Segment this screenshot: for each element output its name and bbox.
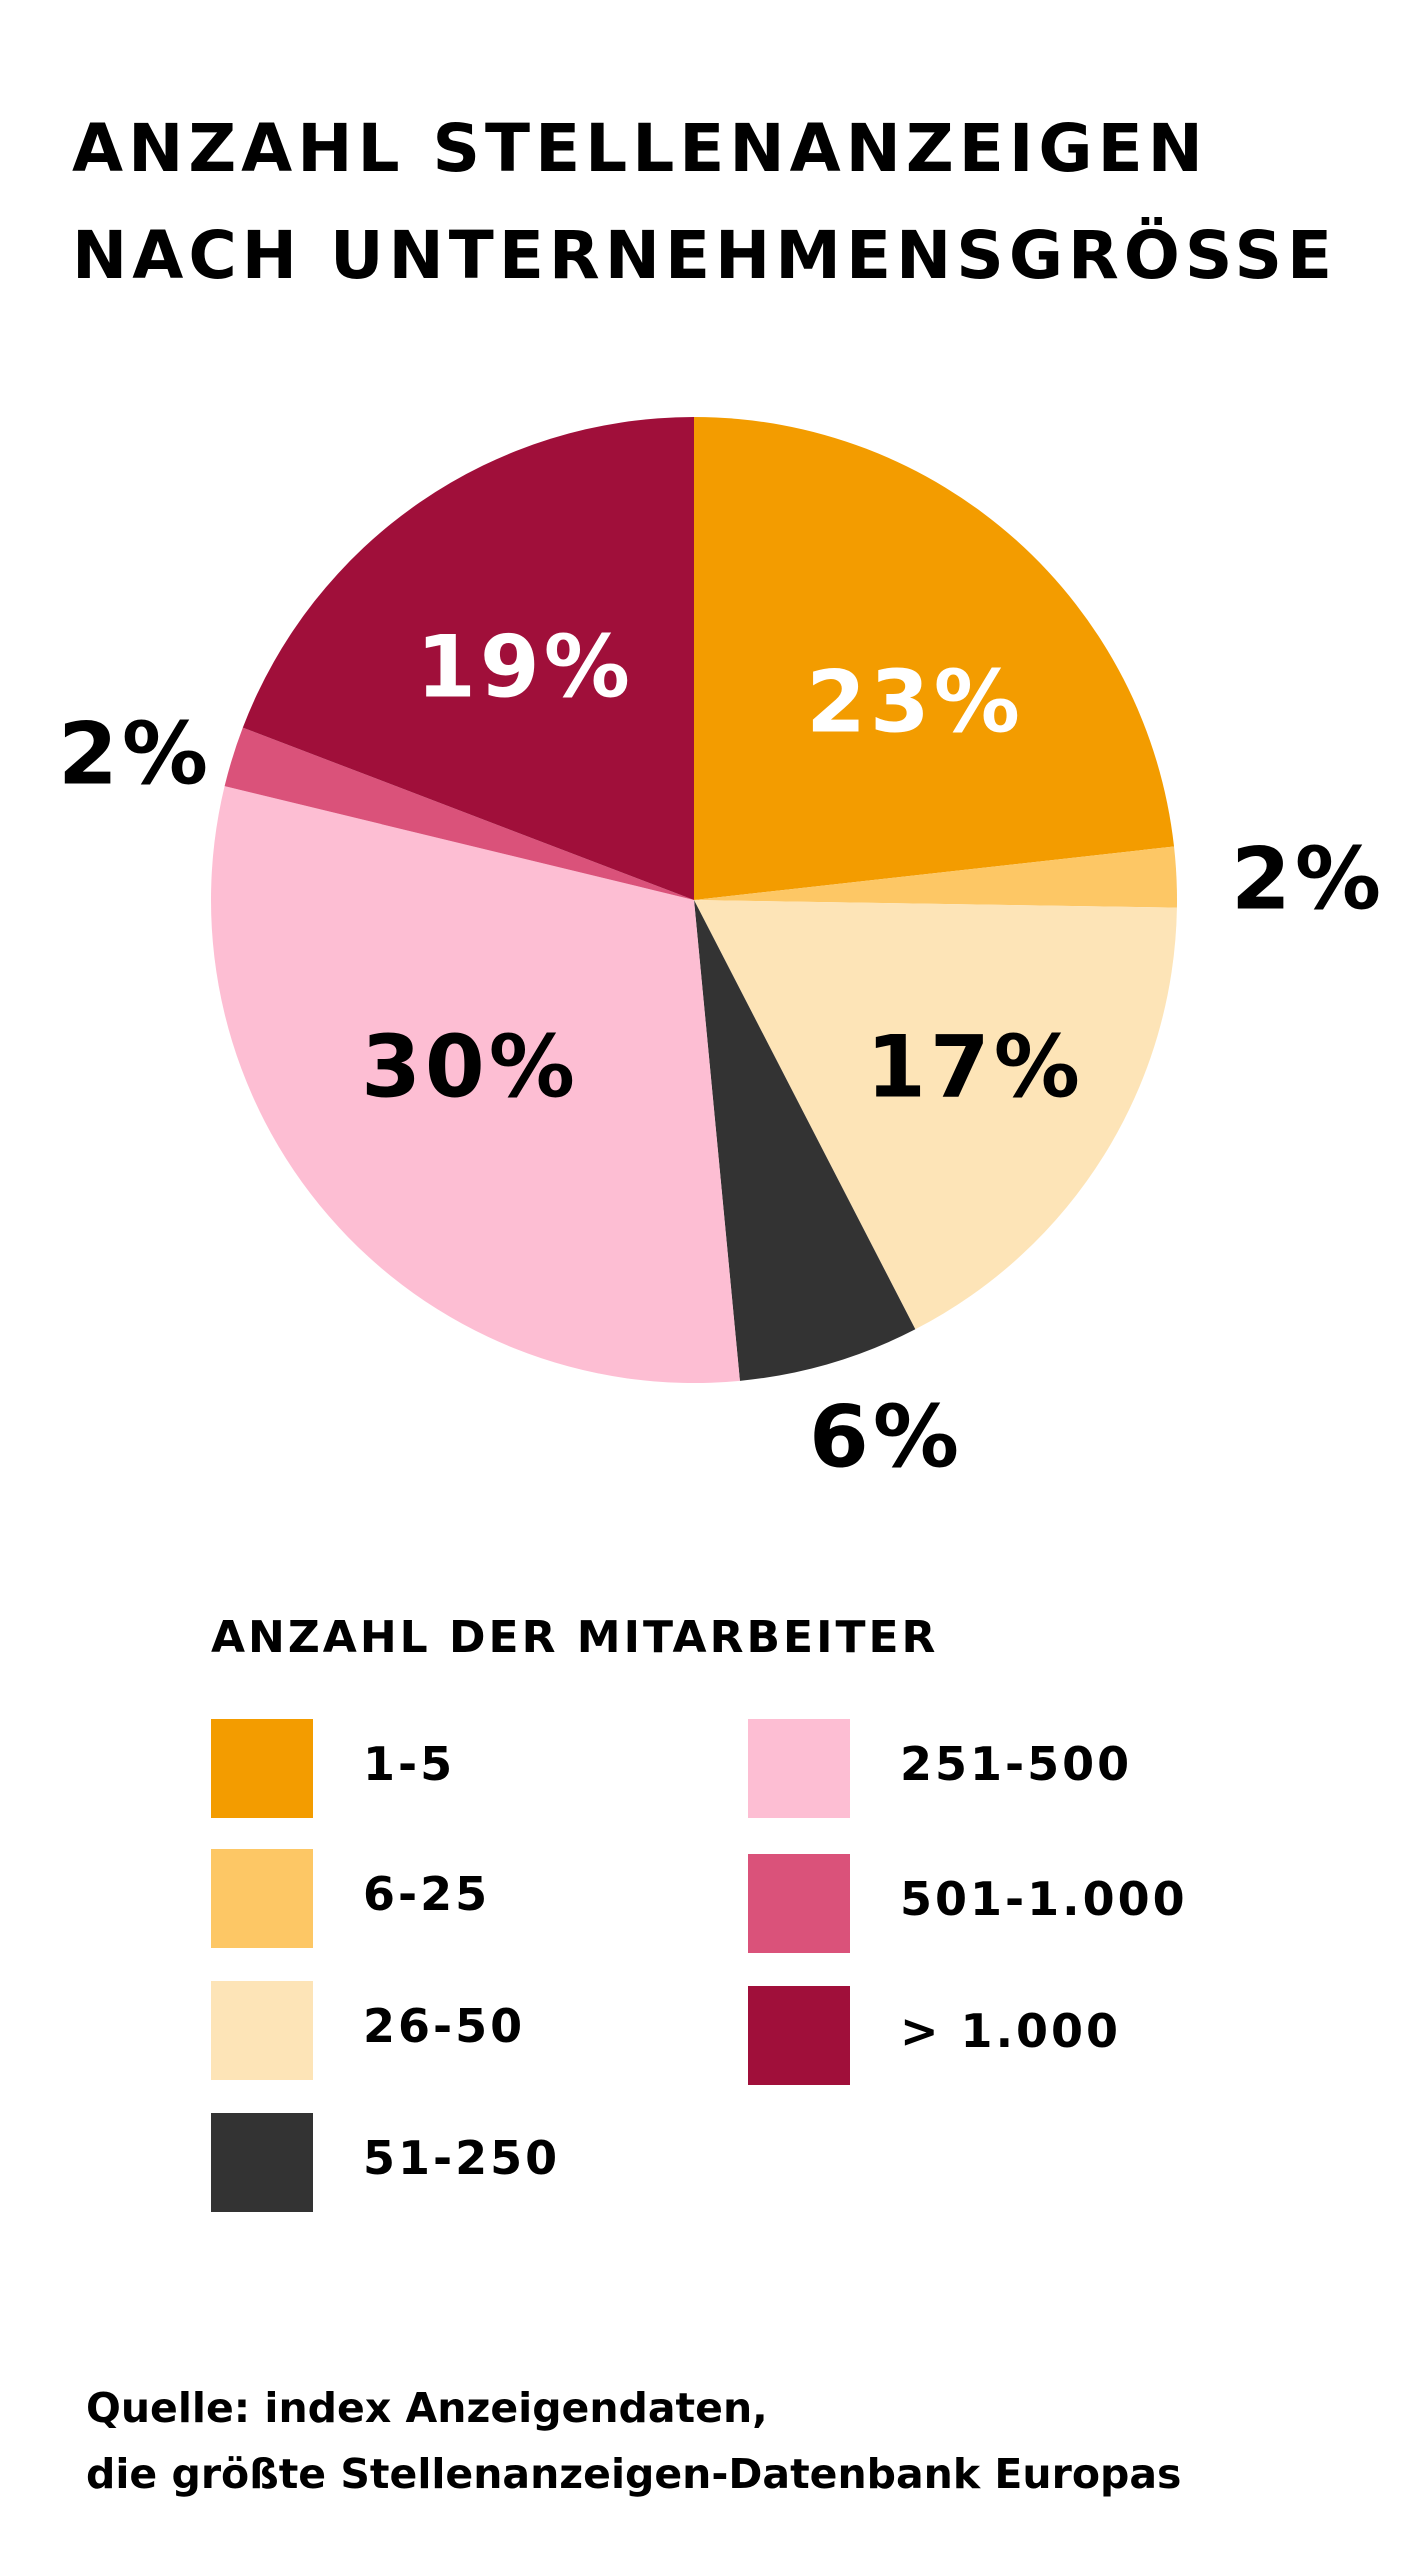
legend-label-1: 1-5 — [363, 1737, 456, 1791]
title-line-1: ANZAHL STELLENANZEIGEN — [72, 110, 1208, 187]
legend-swatch-6 — [748, 1854, 850, 1953]
legend-label-5: 251-500 — [900, 1737, 1133, 1791]
data-label-1: 23% — [806, 652, 1024, 752]
legend-label-7: > 1.000 — [900, 2004, 1122, 2058]
legend-swatch-3 — [211, 1981, 313, 2080]
legend-title: ANZAHL DER MITARBEITER — [211, 1612, 939, 1663]
source-line-1: Quelle: index Anzeigendaten, — [86, 2384, 768, 2432]
legend-label-3: 26-50 — [363, 1999, 526, 2053]
pie-slice-6 — [224, 727, 695, 900]
legend-label-2: 6-25 — [363, 1867, 491, 1921]
legend-label-6: 501-1.000 — [900, 1872, 1188, 1926]
data-label-5: 30% — [361, 1017, 579, 1117]
legend-swatch-7 — [748, 1986, 850, 2085]
legend-swatch-5 — [748, 1719, 850, 1818]
legend-label-4: 51-250 — [363, 2131, 561, 2185]
source-note: Quelle: index Anzeigendaten, die größte … — [86, 2375, 1181, 2507]
pie-slice-3 — [694, 900, 1177, 1330]
data-label-2: 2% — [1231, 829, 1385, 929]
data-label-4: 6% — [809, 1387, 963, 1487]
legend-swatch-4 — [211, 2113, 313, 2212]
pie-slice-7 — [242, 416, 694, 900]
data-label-3: 17% — [866, 1017, 1084, 1117]
pie-slice-5 — [210, 786, 740, 1383]
source-line-2: die größte Stellenanzeigen-Datenbank Eur… — [86, 2450, 1182, 2498]
data-label-7: 19% — [416, 617, 634, 717]
pie-slice-2 — [694, 846, 1177, 908]
title-line-2: NACH UNTERNEHMENSGRÖSSE — [72, 217, 1338, 294]
data-label-6: 2% — [58, 704, 212, 804]
chart-title: ANZAHL STELLENANZEIGEN NACH UNTERNEHMENS… — [72, 95, 1337, 309]
legend-swatch-1 — [211, 1719, 313, 1818]
legend-swatch-2 — [211, 1849, 313, 1948]
pie-slice-4 — [694, 900, 916, 1381]
pie-slice-1 — [694, 417, 1175, 900]
